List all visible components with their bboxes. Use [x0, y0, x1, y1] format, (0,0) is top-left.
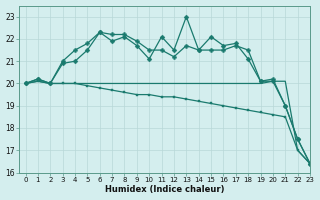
- X-axis label: Humidex (Indice chaleur): Humidex (Indice chaleur): [105, 185, 224, 194]
